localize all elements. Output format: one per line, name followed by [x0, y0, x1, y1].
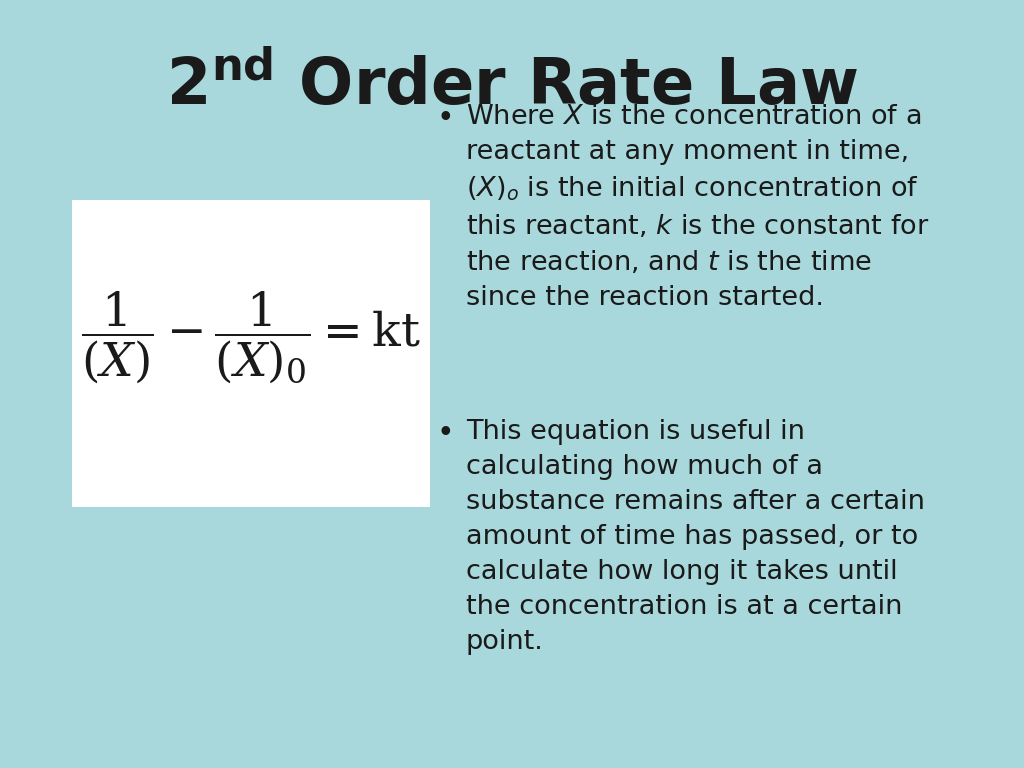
FancyBboxPatch shape — [72, 200, 430, 507]
Text: This equation is useful in
calculating how much of a
substance remains after a c: This equation is useful in calculating h… — [466, 419, 925, 654]
Text: 2$^\mathregular{nd}$ Order Rate Law: 2$^\mathregular{nd}$ Order Rate Law — [166, 54, 858, 118]
Text: Where $\mathbf{\mathit{X}}$ is the concentration of a
reactant at any moment in : Where $\mathbf{\mathit{X}}$ is the conce… — [466, 104, 930, 311]
Text: $\dfrac{1}{(X)} - \dfrac{1}{(X)_0} = \mathrm{kt}$: $\dfrac{1}{(X)} - \dfrac{1}{(X)_0} = \ma… — [81, 290, 421, 386]
Text: •: • — [436, 104, 454, 133]
Text: •: • — [436, 419, 454, 448]
